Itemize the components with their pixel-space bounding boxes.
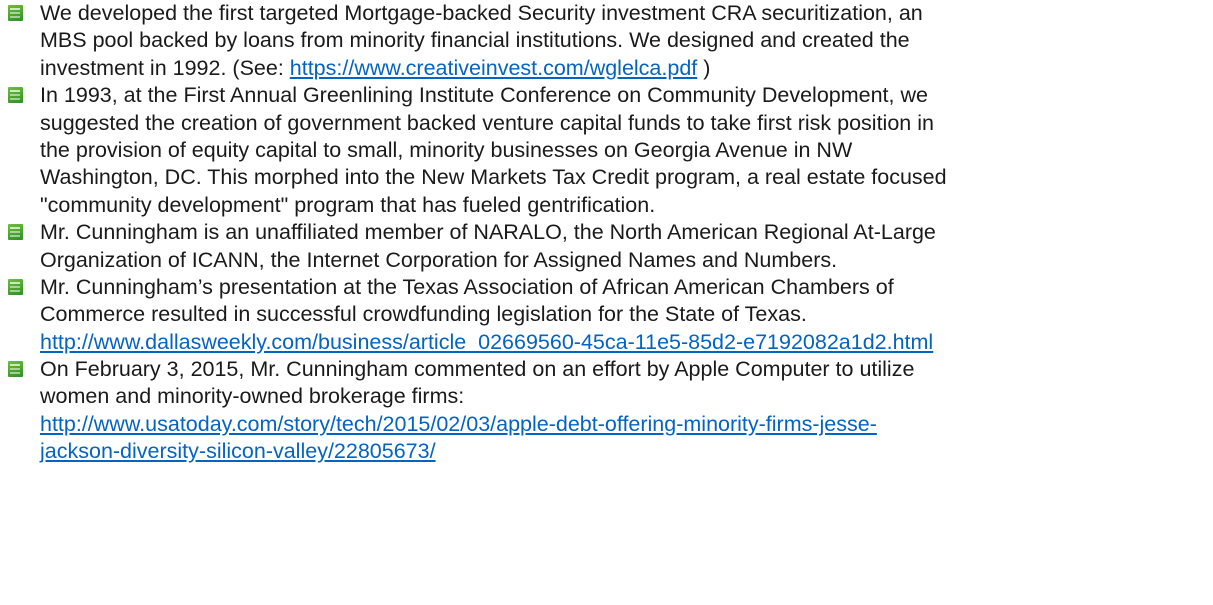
text: Organization of ICANN, the Internet Corp…	[40, 247, 838, 272]
text: investment in 1992. (See:	[40, 55, 290, 80]
text: On February 3, 2015, Mr. Cunningham comm…	[40, 357, 915, 382]
bullet-icon	[8, 361, 23, 378]
link[interactable]: http://www.usatoday.com/story/tech/2015/…	[40, 411, 877, 436]
text-line: jackson-diversity-silicon-valley/2280567…	[40, 438, 1213, 465]
text-line: suggested the creation of government bac…	[40, 110, 1213, 137]
text-line: http://www.usatoday.com/story/tech/2015/…	[40, 411, 1213, 438]
text: MBS pool backed by loans from minority f…	[40, 28, 910, 53]
text-line: In 1993, at the First Annual Greenlining…	[40, 82, 1213, 109]
text: the provision of equity capital to small…	[40, 137, 853, 162]
text-line: women and minority-owned brokerage firms…	[40, 383, 1213, 410]
bullet-icon	[8, 224, 23, 241]
list-item: Mr. Cunningham is an unaffiliated member…	[0, 219, 1213, 274]
text: Mr. Cunningham’s presentation at the Tex…	[40, 274, 894, 299]
text: suggested the creation of government bac…	[40, 110, 934, 135]
text-line: On February 3, 2015, Mr. Cunningham comm…	[40, 356, 1213, 383]
text: We developed the first targeted Mortgage…	[40, 1, 923, 25]
list-item: On February 3, 2015, Mr. Cunningham comm…	[0, 356, 1213, 466]
text: Washington, DC. This morphed into the Ne…	[40, 165, 947, 190]
bullet-icon	[8, 5, 23, 21]
text-line: Washington, DC. This morphed into the Ne…	[40, 164, 1213, 191]
text-line: We developed the first targeted Mortgage…	[40, 0, 1213, 27]
text: women and minority-owned brokerage firms…	[40, 384, 465, 409]
text-line: Mr. Cunningham’s presentation at the Tex…	[40, 274, 1213, 301]
text-line: Mr. Cunningham is an unaffiliated member…	[40, 219, 1213, 246]
link[interactable]: https://www.creativeinvest.com/wglelca.p…	[289, 55, 698, 80]
bullet-icon	[8, 278, 23, 295]
text-line: Commerce resulted in successful crowdfun…	[40, 301, 1213, 328]
text-line: "community development" program that has…	[40, 192, 1213, 219]
list-item: We developed the first targeted Mortgage…	[0, 0, 1213, 82]
text: Commerce resulted in successful crowdfun…	[40, 302, 807, 327]
text-line: http://www.dallasweekly.com/business/art…	[40, 329, 1213, 356]
text-line: MBS pool backed by loans from minority f…	[40, 27, 1213, 54]
bullet-icon	[8, 87, 23, 104]
list-item: Mr. Cunningham’s presentation at the Tex…	[0, 274, 1213, 356]
text: In 1993, at the First Annual Greenlining…	[40, 83, 928, 108]
text-line: investment in 1992. (See: https://www.cr…	[40, 55, 1213, 82]
text-line: Organization of ICANN, the Internet Corp…	[40, 247, 1213, 274]
link[interactable]: http://www.dallasweekly.com/business/art…	[40, 329, 934, 354]
list-item: In 1993, at the First Annual Greenlining…	[0, 82, 1213, 219]
text: Mr. Cunningham is an unaffiliated member…	[40, 220, 936, 245]
text: )	[697, 55, 711, 80]
text-line: the provision of equity capital to small…	[40, 137, 1213, 164]
text: "community development" program that has…	[40, 192, 656, 217]
link[interactable]: jackson-diversity-silicon-valley/2280567…	[40, 439, 436, 464]
